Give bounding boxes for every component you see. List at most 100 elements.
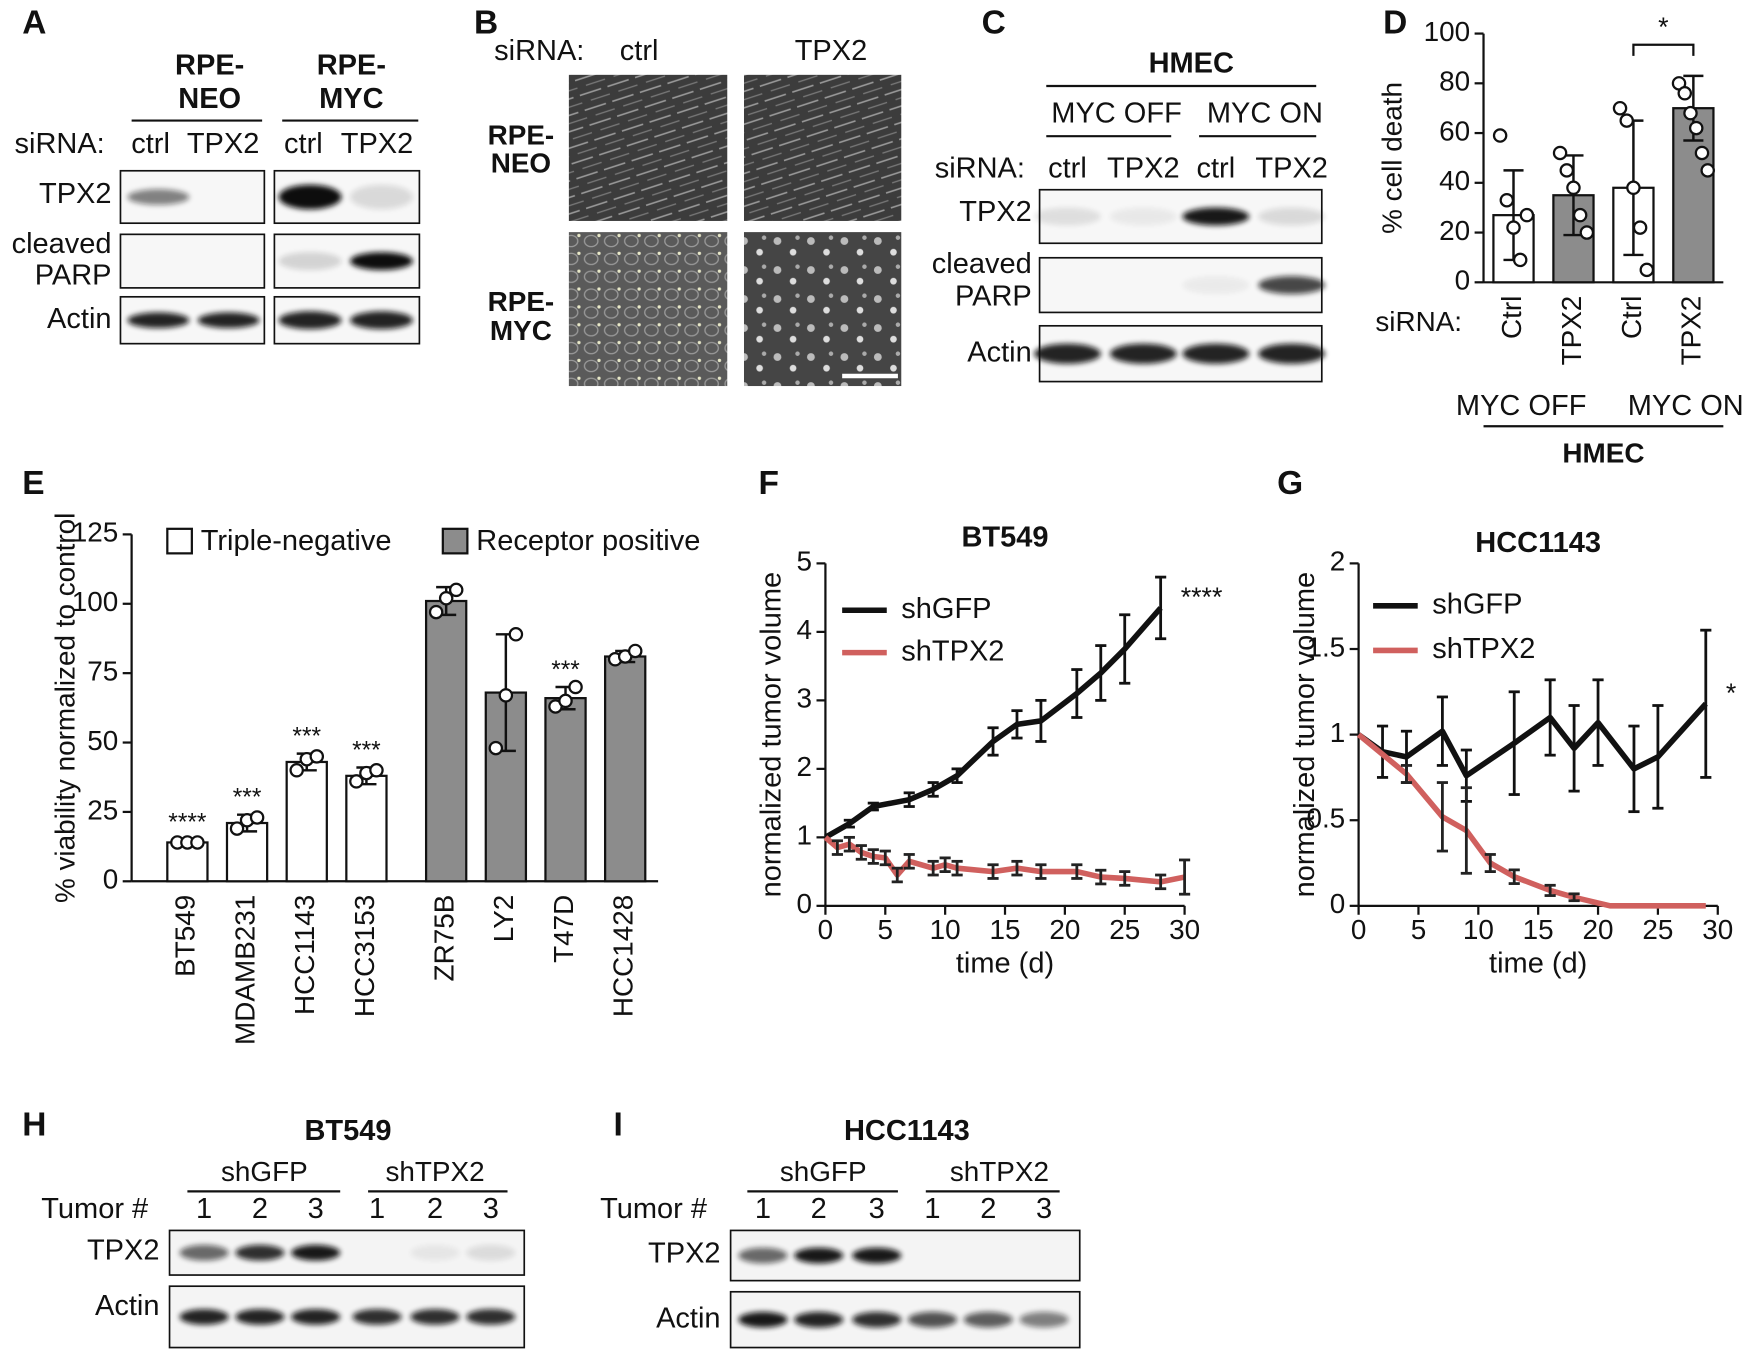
blot-band [235, 1244, 285, 1261]
x-tick-label: 10 [1463, 914, 1494, 945]
significance: *** [233, 785, 262, 812]
column-label: TPX2 [795, 35, 868, 67]
row-label: MYC [490, 315, 552, 346]
y-axis-label: normalized tumor volume [1289, 572, 1321, 898]
y-tick-label: 4 [797, 614, 813, 645]
row-label: Actin [47, 303, 111, 335]
blot-band [1034, 343, 1101, 364]
lane-label: 1 [196, 1193, 212, 1225]
x-tick-label: 5 [878, 914, 894, 945]
lane-label: TPX2 [1255, 152, 1328, 184]
legend-swatch [166, 527, 193, 555]
blot-title: BT549 [304, 1115, 391, 1147]
blot-band [1182, 276, 1250, 295]
row-label: RPE- [488, 286, 555, 317]
lane-label: 3 [869, 1193, 885, 1225]
blot-band [1182, 207, 1250, 226]
sirna-label: siRNA: [935, 152, 1025, 184]
sirna-label: siRNA: [1375, 306, 1462, 337]
data-point [1506, 220, 1521, 235]
micrograph [743, 74, 902, 221]
blot-band [235, 1309, 285, 1325]
significance: *** [292, 724, 321, 751]
data-point [1612, 100, 1628, 116]
blot-band [127, 189, 190, 205]
blot-band [350, 311, 413, 330]
x-tick-label: 15 [1523, 914, 1554, 945]
data-point [1512, 252, 1528, 268]
panel-label: H [22, 1107, 46, 1144]
lane-label: 2 [811, 1193, 827, 1225]
lane-label: 2 [427, 1193, 443, 1225]
data-point [1579, 225, 1595, 240]
lane-label: ctrl [1196, 152, 1235, 184]
blot-band [1109, 207, 1177, 226]
blot-band [907, 1311, 958, 1328]
blot-band [466, 1309, 516, 1325]
significance: **** [1181, 582, 1223, 612]
data-point [1639, 262, 1655, 278]
x-tick-label: BT549 [170, 895, 201, 977]
panel-label: E [22, 465, 44, 502]
bar [285, 760, 328, 883]
y-tick-label: 20 [1439, 215, 1470, 246]
blot-band [1034, 207, 1101, 226]
data-point [568, 679, 583, 695]
x-tick-label: 0 [1351, 914, 1367, 945]
blot-band [738, 1311, 788, 1328]
data-point [349, 774, 364, 789]
blot-band [278, 184, 342, 210]
lane-label: TPX2 [1107, 152, 1180, 184]
y-tick-label: 1 [797, 820, 813, 851]
y-tick-label: 40 [1439, 165, 1470, 196]
blot-band [1182, 343, 1250, 364]
row-label: Actin [967, 336, 1031, 368]
y-tick-label: 1 [1330, 717, 1346, 748]
group-label: RPE- [175, 50, 244, 82]
blot-band [197, 312, 260, 329]
y-tick-label: 100 [1424, 16, 1471, 47]
y-tick-label: 50 [87, 725, 118, 756]
x-tick-label: LY2 [488, 895, 519, 943]
row-label: Actin [95, 1290, 159, 1322]
micrograph [743, 232, 902, 387]
data-point [369, 763, 384, 778]
data-point [448, 582, 464, 598]
blot-band [963, 1311, 1013, 1328]
data-point [1566, 180, 1581, 196]
panel-label: G [1277, 465, 1303, 502]
x-tick-label: Ctrl [1616, 296, 1647, 339]
blot-band [794, 1311, 844, 1328]
series-line [1356, 732, 1706, 909]
data-point [508, 627, 524, 642]
x-tick-label: HCC1143 [289, 895, 320, 1015]
row-label: cleaved [932, 248, 1032, 280]
data-point [1683, 105, 1698, 121]
y-tick-label: 0 [1455, 265, 1471, 296]
series-line [1356, 701, 1708, 779]
lane-label: 1 [369, 1193, 385, 1225]
y-tick-label: 1.5 [1306, 631, 1345, 662]
panel-label: I [613, 1107, 622, 1144]
y-tick-label: 60 [1439, 115, 1470, 146]
condition-label: MYC OFF [1051, 98, 1181, 130]
x-tick-label: 30 [1702, 914, 1733, 945]
data-point [190, 835, 205, 850]
bar [424, 599, 468, 883]
x-tick-label: 20 [1049, 914, 1080, 945]
y-tick-label: 3 [797, 683, 813, 714]
condition-label: MYC ON [1207, 98, 1323, 130]
lane-label: 3 [483, 1193, 499, 1225]
group-label: shTPX2 [950, 1156, 1049, 1187]
x-tick-label: TPX2 [1556, 296, 1587, 366]
legend-label: shGFP [901, 593, 991, 625]
blot-band [852, 1247, 902, 1264]
y-tick-label: 2 [1330, 546, 1346, 577]
significance: **** [168, 810, 207, 837]
data-point [488, 740, 504, 756]
blot-band [1258, 276, 1326, 295]
data-point [1619, 113, 1634, 128]
blot-band [738, 1247, 788, 1264]
blot-band [1109, 343, 1177, 364]
